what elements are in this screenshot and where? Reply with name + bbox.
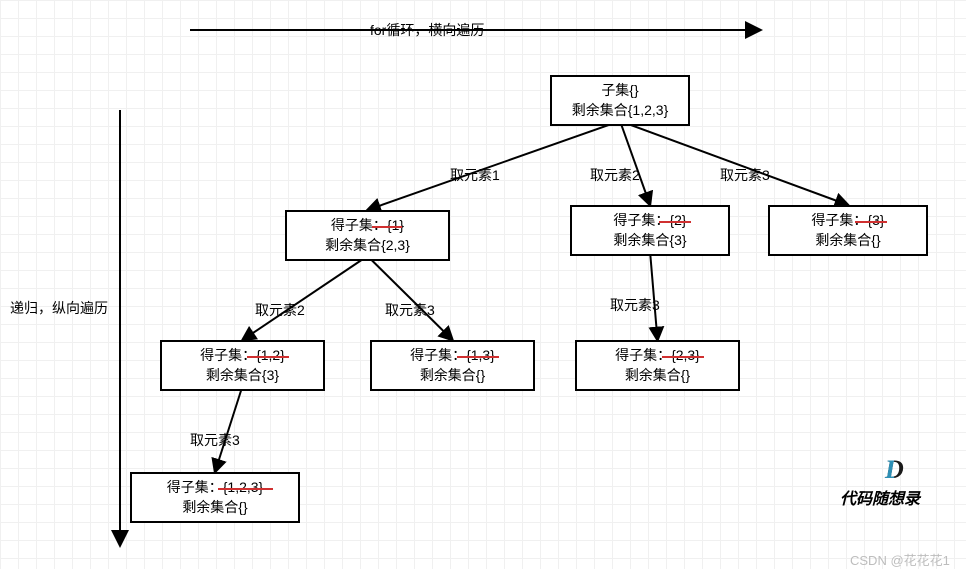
node-root: 子集{} 剩余集合{1,2,3} <box>550 75 690 126</box>
left-axis-label: 递归，纵向遍历 <box>10 298 108 318</box>
node-subset-123: 得子集：{1,2,3} 剩余集合{} <box>130 472 300 523</box>
edge-label: 取元素3 <box>610 295 660 315</box>
edge-label: 取元素3 <box>190 430 240 450</box>
result-underline <box>372 226 402 228</box>
node-subset-12: 得子集：{1,2} 剩余集合{3} <box>160 340 325 391</box>
result-underline <box>247 356 289 358</box>
edge-label: 取元素3 <box>385 300 435 320</box>
node-subset-23: 得子集：{2,3} 剩余集合{} <box>575 340 740 391</box>
edge-label: 取元素2 <box>255 300 305 320</box>
brand-logo: DD <box>885 455 904 485</box>
result-underline <box>457 356 499 358</box>
top-axis-label: for循环，横向遍历 <box>370 20 484 40</box>
result-underline <box>855 221 887 223</box>
edge-label: 取元素1 <box>450 165 500 185</box>
node-line1: 子集{} <box>562 81 678 101</box>
node-subset-1: 得子集：{1} 剩余集合{2,3} <box>285 210 450 261</box>
node-subset-13: 得子集：{1,3} 剩余集合{} <box>370 340 535 391</box>
edge-label: 取元素2 <box>590 165 640 185</box>
result-underline <box>662 356 704 358</box>
brand-text: 代码随想录 <box>840 485 920 509</box>
brand-letter-icon: DD <box>885 455 904 484</box>
edge-label: 取元素3 <box>720 165 770 185</box>
node-subset-2: 得子集：{2} 剩余集合{3} <box>570 205 730 256</box>
result-underline <box>659 221 691 223</box>
node-subset-3: 得子集：{3} 剩余集合{} <box>768 205 928 256</box>
result-underline <box>218 488 273 490</box>
watermark-text: CSDN @花花花1 <box>850 550 950 569</box>
node-line2: 剩余集合{1,2,3} <box>562 101 678 121</box>
